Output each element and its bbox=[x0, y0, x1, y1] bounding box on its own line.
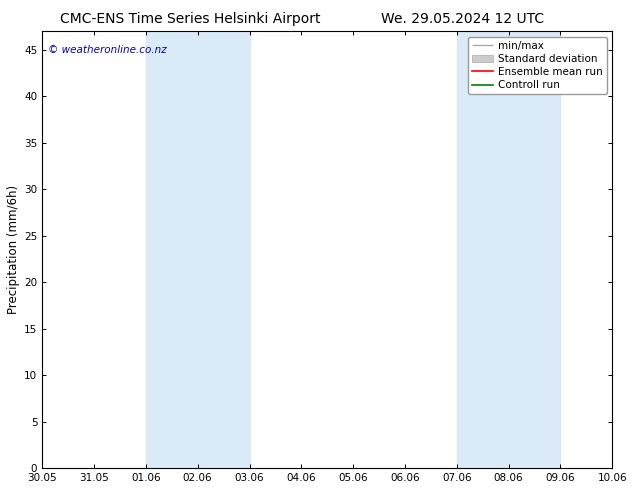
Text: We. 29.05.2024 12 UTC: We. 29.05.2024 12 UTC bbox=[381, 12, 545, 26]
Y-axis label: Precipitation (mm/6h): Precipitation (mm/6h) bbox=[7, 185, 20, 315]
Text: CMC-ENS Time Series Helsinki Airport: CMC-ENS Time Series Helsinki Airport bbox=[60, 12, 320, 26]
Legend: min/max, Standard deviation, Ensemble mean run, Controll run: min/max, Standard deviation, Ensemble me… bbox=[468, 37, 607, 95]
Text: © weatheronline.co.nz: © weatheronline.co.nz bbox=[48, 45, 167, 54]
Bar bbox=[146, 31, 250, 468]
Bar bbox=[456, 31, 560, 468]
